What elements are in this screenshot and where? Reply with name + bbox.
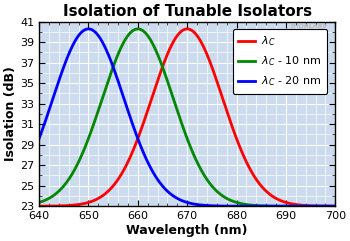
$\lambda_C$	[314, 205, 318, 208]
$\lambda_C$ - 20 nm	[72, 41, 76, 44]
$\lambda_C$ - 20 nm	[52, 94, 56, 97]
$\lambda_C$ - 10 nm	[52, 194, 56, 197]
$\lambda_C$ - 10 nm	[136, 27, 140, 30]
$\lambda_C$ - 20 nm	[314, 205, 318, 208]
Text: THORLABS: THORLABS	[290, 25, 328, 29]
$\lambda_C$ - 20 nm	[145, 159, 149, 162]
$\lambda_C$ - 20 nm	[86, 27, 91, 30]
$\lambda_C$ - 20 nm	[160, 184, 164, 187]
$\lambda_C$	[52, 205, 56, 208]
Line: $\lambda_C$: $\lambda_C$	[14, 29, 350, 206]
Line: $\lambda_C$ - 20 nm: $\lambda_C$ - 20 nm	[14, 29, 350, 206]
$\lambda_C$ - 10 nm	[12, 204, 16, 207]
$\lambda_C$ - 10 nm	[145, 33, 149, 36]
Line: $\lambda_C$ - 10 nm: $\lambda_C$ - 10 nm	[14, 29, 350, 206]
$\lambda_C$	[160, 67, 164, 70]
$\lambda_C$	[185, 27, 189, 30]
$\lambda_C$	[72, 204, 76, 207]
$\lambda_C$ - 10 nm	[160, 64, 164, 67]
$\lambda_C$ - 10 nm	[72, 169, 76, 172]
$\lambda_C$ - 10 nm	[314, 205, 318, 208]
Y-axis label: Isolation (dB): Isolation (dB)	[4, 67, 17, 161]
X-axis label: Wavelength (nm): Wavelength (nm)	[126, 224, 248, 237]
$\lambda_C$ - 20 nm	[12, 185, 16, 187]
Legend: $\lambda_C$, $\lambda_C$ - 10 nm, $\lambda_C$ - 20 nm: $\lambda_C$, $\lambda_C$ - 10 nm, $\lamb…	[233, 29, 327, 94]
Title: Isolation of Tunable Isolators: Isolation of Tunable Isolators	[63, 4, 312, 19]
$\lambda_C$	[145, 111, 149, 114]
$\lambda_C$	[12, 205, 16, 208]
